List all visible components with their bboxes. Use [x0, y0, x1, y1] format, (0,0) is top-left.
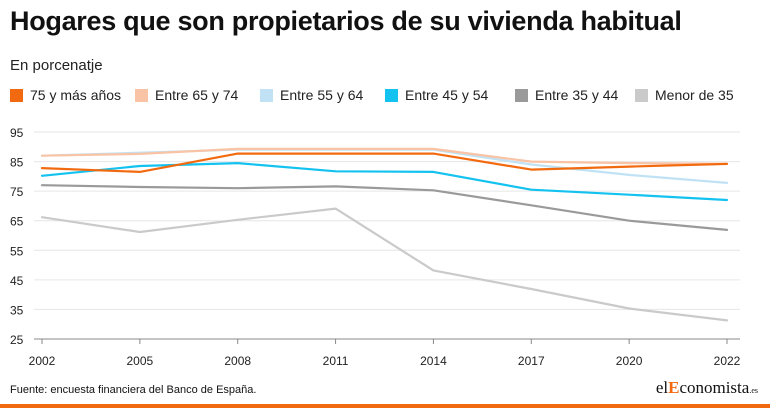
accent-bar — [0, 404, 770, 408]
x-tick-label: 2017 — [518, 354, 545, 368]
series-line — [40, 147, 729, 166]
legend-label: Entre 35 y 44 — [535, 87, 619, 103]
x-tick-label: 2022 — [714, 354, 741, 368]
page-title: Hogares que son propietarios de su vivie… — [10, 6, 682, 36]
legend-swatch — [635, 88, 648, 102]
legend-label: Entre 65 y 74 — [155, 87, 239, 103]
legend-swatch — [135, 88, 148, 102]
series-line — [40, 152, 729, 174]
brand-logo: elEconomista.es — [655, 378, 758, 397]
x-tick-label: 2020 — [616, 354, 643, 368]
legend-item: 75 y más años — [10, 87, 121, 103]
y-tick-label: 85 — [10, 156, 24, 170]
series-line — [40, 207, 729, 322]
legend-item: Entre 55 y 64 — [260, 87, 363, 103]
y-tick-label: 75 — [10, 185, 24, 199]
legend-item: Entre 35 y 44 — [515, 87, 618, 103]
source-note: Fuente: encuesta financiera del Banco de… — [10, 384, 257, 396]
series-line — [40, 161, 729, 202]
x-tick-label: 2002 — [29, 354, 56, 368]
legend-label: 75 y más años — [30, 87, 122, 103]
legend-swatch — [515, 88, 528, 102]
y-tick-label: 45 — [10, 274, 24, 288]
y-tick-label: 95 — [10, 126, 24, 140]
y-tick-label: 25 — [10, 333, 24, 347]
series-line — [40, 184, 729, 232]
x-tick-label: 2014 — [420, 354, 447, 368]
legend-item: Menor de 35 — [635, 87, 734, 103]
line-chart: 25 35 45 55 65 75 85 95 2002 2005 2008 2011 2014 2017… — [10, 126, 741, 368]
x-tick-label: 2005 — [127, 354, 154, 368]
legend-item: Entre 65 y 74 — [135, 87, 238, 103]
legend-label: Entre 45 y 54 — [405, 87, 489, 103]
legend-swatch — [385, 88, 398, 102]
y-tick-label: 35 — [10, 303, 24, 317]
legend-label: Entre 55 y 64 — [280, 87, 364, 103]
x-tick-label: 2008 — [224, 354, 251, 368]
legend-swatch — [260, 88, 273, 102]
legend-label: Menor de 35 — [655, 87, 734, 103]
legend-swatch — [10, 88, 23, 102]
legend-item: Entre 45 y 54 — [385, 87, 488, 103]
chart-subtitle: En porcenatje — [10, 57, 103, 74]
x-tick-label: 2011 — [323, 354, 349, 368]
chart-legend: 75 y más años Entre 65 y 74 Entre 55 y 64 E… — [10, 87, 762, 105]
y-tick-label: 65 — [10, 215, 24, 229]
y-tick-label: 55 — [10, 244, 24, 258]
